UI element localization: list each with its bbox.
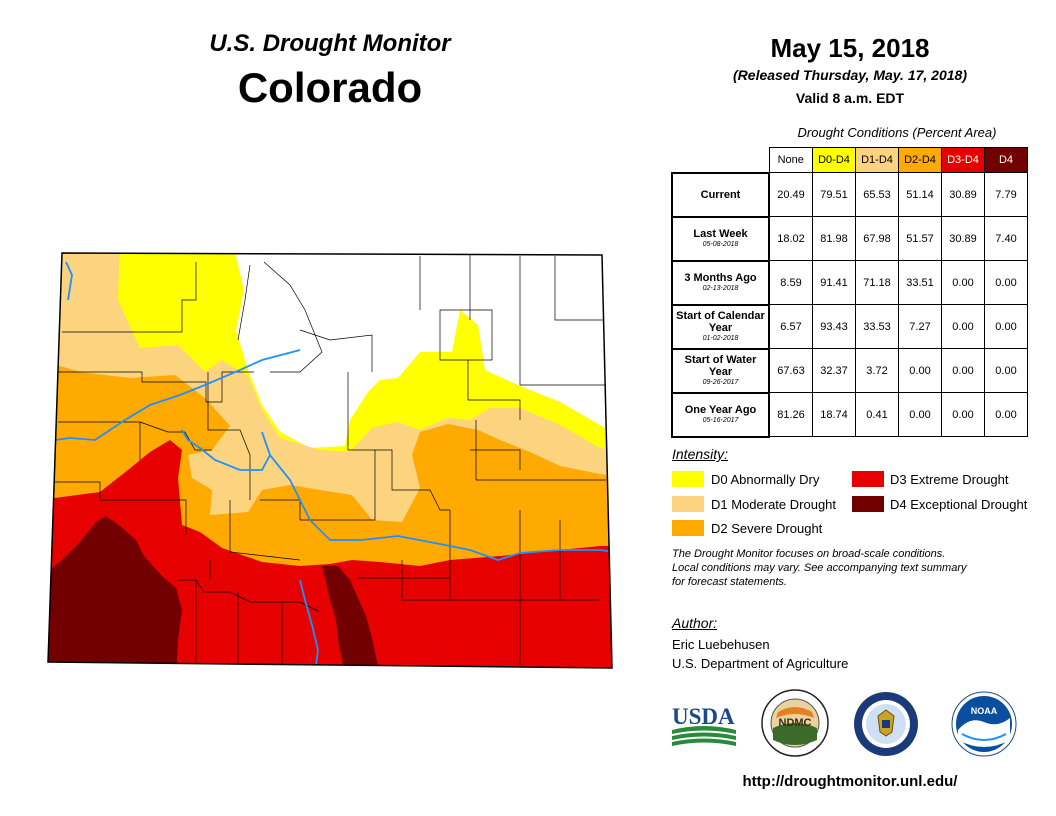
author-org: U.S. Department of Agriculture: [672, 656, 849, 671]
table-cell: 67.63: [768, 348, 813, 393]
table-row: Start of Water Year 09-26-2017 67.63 32.3…: [671, 347, 1028, 393]
noaa-logo-icon: NOAA: [951, 691, 1017, 757]
drought-conditions-table: None D0-D4 D1-D4 D2-D4 D3-D4 D4 Current …: [671, 147, 1028, 438]
legend-swatch-d0: [672, 471, 704, 487]
table-cell: 7.27: [898, 304, 942, 349]
table-cell: 8.59: [768, 260, 813, 305]
table-cell: 0.00: [984, 304, 1028, 349]
table-cell: 3.72: [855, 348, 899, 393]
table-cell: 79.51: [812, 172, 856, 217]
author-title: Author:: [672, 615, 718, 631]
table-title: Drought Conditions (Percent Area): [797, 125, 997, 140]
table-cell: 6.57: [768, 304, 813, 349]
table-cell: 30.89: [941, 172, 985, 217]
table-cell: 30.89: [941, 216, 985, 261]
valid-time: Valid 8 a.m. EDT: [795, 90, 905, 106]
row-date: 02-13-2018: [702, 285, 739, 292]
legend-label-d4: D4 Exceptional Drought: [890, 497, 1028, 512]
legend-label-d1: D1 Moderate Drought: [711, 497, 837, 512]
table-cell: 0.41: [855, 392, 899, 437]
legend-swatch-d4: [852, 496, 884, 512]
table-cell: 93.43: [812, 304, 856, 349]
table-cell: 7.40: [984, 216, 1028, 261]
row-label: One Year Ago 05-16-2017: [671, 391, 770, 438]
region-d4-south: [322, 566, 382, 668]
svg-text:NDMC: NDMC: [779, 717, 812, 729]
table-cell: 18.74: [812, 392, 856, 437]
table-cell: 0.00: [941, 304, 985, 349]
col-header-d2: D2-D4: [898, 147, 942, 173]
col-header-d0: D0-D4: [812, 147, 856, 173]
ndmc-logo-icon: NDMC: [761, 689, 829, 757]
row-date: 01-02-2018: [702, 335, 739, 342]
monitor-title: U.S. Drought Monitor: [209, 30, 451, 57]
legend-label-d3: D3 Extreme Drought: [890, 472, 1009, 487]
table-cell: 71.18: [855, 260, 899, 305]
website-url[interactable]: http://droughtmonitor.unl.edu/: [742, 773, 958, 790]
row-label: Last Week 05-08-2018: [671, 215, 770, 261]
legend-swatch-d3: [852, 471, 884, 487]
row-date: 09-26-2017: [702, 379, 739, 386]
table-cell: 32.37: [812, 348, 856, 393]
legend-swatch-d1: [672, 496, 704, 512]
release-date: (Released Thursday, May. 17, 2018): [733, 67, 967, 83]
table-cell: 7.79: [984, 172, 1028, 217]
table-cell: 33.51: [898, 260, 942, 305]
table-cell: 51.14: [898, 172, 942, 217]
legend-swatch-d2: [672, 520, 704, 536]
svg-text:USDA: USDA: [672, 704, 735, 729]
table-row: Current 20.49 79.51 65.53 51.14 30.89 7.…: [671, 171, 1028, 217]
legend-label-d2: D2 Severe Drought: [711, 521, 823, 536]
svg-text:NOAA: NOAA: [971, 706, 998, 716]
table-cell: 20.49: [768, 172, 813, 217]
table-cell: 0.00: [984, 260, 1028, 305]
row-label: Start of Calendar Year 01-02-2018: [671, 303, 770, 349]
table-cell: 33.53: [855, 304, 899, 349]
col-header-d3: D3-D4: [941, 147, 985, 173]
table-cell: 18.02: [768, 216, 813, 261]
row-label: Start of Water Year 09-26-2017: [671, 347, 770, 393]
row-label: 3 Months Ago 02-13-2018: [671, 259, 770, 305]
county-lines: [50, 255, 606, 665]
commerce-seal-icon: [854, 692, 918, 756]
table-cell: 0.00: [898, 392, 942, 437]
table-cell: 0.00: [941, 348, 985, 393]
col-header-d4: D4: [984, 147, 1028, 173]
table-cell: 81.26: [768, 392, 813, 437]
table-cell: 0.00: [984, 348, 1028, 393]
table-cell: 0.00: [984, 392, 1028, 437]
table-cell: 0.00: [898, 348, 942, 393]
legend-title: Intensity:: [672, 446, 729, 462]
table-row: 3 Months Ago 02-13-2018 8.59 91.41 71.18 …: [671, 259, 1028, 305]
disclaimer-note: The Drought Monitor focuses on broad-sca…: [672, 548, 967, 588]
table-cell: 81.98: [812, 216, 856, 261]
row-label: Current: [671, 171, 770, 217]
table-cell: 0.00: [941, 392, 985, 437]
rivers: [54, 261, 612, 666]
region-d4-west: [48, 516, 182, 668]
table-cell: 91.41: [812, 260, 856, 305]
col-header-none: None: [768, 147, 813, 173]
table-cell: 65.53: [855, 172, 899, 217]
usda-logo-icon: USDA: [672, 704, 736, 746]
table-row: Start of Calendar Year 01-02-2018 6.57 93…: [671, 303, 1028, 349]
legend-label-d0: D0 Abnormally Dry: [711, 472, 820, 487]
state-border: [47, 252, 613, 669]
table-cell: 0.00: [941, 260, 985, 305]
table-cell: 51.57: [898, 216, 942, 261]
state-title: Colorado: [237, 64, 423, 111]
drought-map: [47, 252, 613, 669]
table-cell: 67.98: [855, 216, 899, 261]
col-header-d1: D1-D4: [855, 147, 899, 173]
row-date: 05-08-2018: [702, 241, 739, 248]
table-row: Last Week 05-08-2018 18.02 81.98 67.98 51…: [671, 215, 1028, 261]
table-row: One Year Ago 05-16-2017 81.26 18.74 0.41 …: [671, 391, 1028, 438]
report-date: May 15, 2018: [770, 33, 930, 63]
region-d3: [48, 440, 612, 668]
author-name: Eric Luebehusen: [672, 637, 770, 652]
row-date: 05-16-2017: [702, 417, 739, 424]
